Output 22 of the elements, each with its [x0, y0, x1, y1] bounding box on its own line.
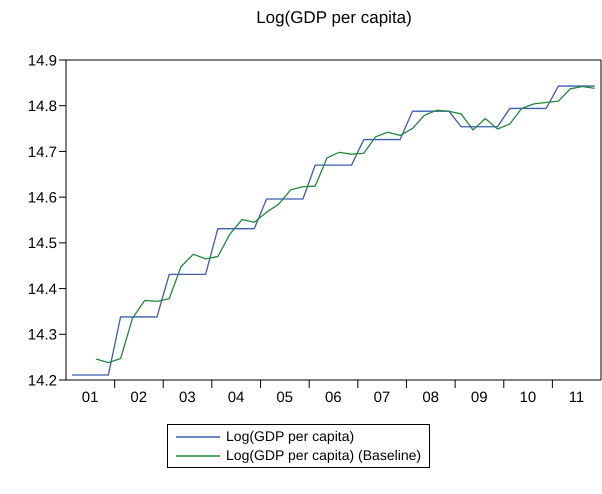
y-tick-label: 14.3 [28, 326, 57, 344]
y-tick-label: 14.4 [28, 280, 57, 298]
y-tick-label: 14.2 [28, 372, 57, 390]
x-tick-label: 07 [374, 389, 390, 406]
chart-title: Log(GDP per capita) [255, 8, 413, 28]
legend-label: Log(GDP per capita) [226, 427, 354, 446]
x-tick-label: 08 [422, 389, 439, 406]
y-tick-label: 14.8 [28, 98, 57, 116]
x-tick-label: 02 [130, 389, 148, 406]
y-tick-label: 14.9 [28, 52, 57, 70]
x-tick-label: 06 [324, 389, 342, 406]
legend-label: Log(GDP per capita) (Baseline) [226, 446, 422, 465]
x-tick-label: 09 [470, 389, 488, 406]
x-tick-label: 05 [276, 389, 294, 406]
x-tick-label: 03 [178, 389, 196, 406]
y-tick-label: 14.6 [28, 189, 57, 206]
x-tick-label: 10 [520, 389, 536, 406]
x-tick-label: 04 [228, 389, 244, 406]
y-tick-label: 14.7 [28, 144, 57, 161]
y-tick-label: 14.5 [28, 235, 57, 252]
x-tick-label: 01 [82, 389, 98, 406]
x-tick-label: 11 [568, 389, 584, 406]
